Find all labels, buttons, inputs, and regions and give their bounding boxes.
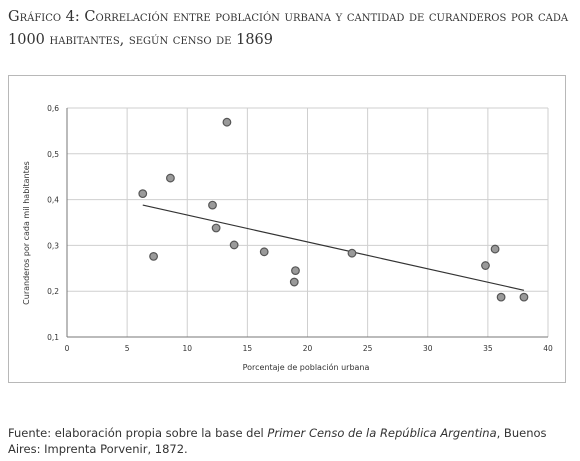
source-suffix: , Buenos Aires: Imprenta Porvenir, 1872. (8, 426, 547, 456)
trendline-group (142, 204, 525, 291)
source-note: Fuente: elaboración propia sobre la base… (8, 425, 574, 457)
data-point (259, 247, 269, 257)
data-point (291, 266, 300, 275)
data-point (481, 261, 490, 270)
data-point (347, 248, 357, 258)
y-tick-label: 0,6 (47, 104, 59, 113)
data-point (490, 244, 500, 254)
source-prefix: Fuente: elaboración propia sobre la base… (8, 426, 268, 440)
data-point (229, 240, 239, 250)
x-tick-label: 35 (483, 344, 493, 353)
tick-labels: 0 5 10 15 20 25 30 35 40 0,1 0,2 0,3 0,4 0,5 0,6 (47, 104, 553, 353)
source-work: Primer Censo de la República Argentina (267, 426, 497, 440)
x-tick-label: 25 (363, 344, 373, 353)
y-tick-label: 0,1 (47, 333, 59, 342)
y-tick-label: 0,3 (47, 241, 59, 250)
data-points (138, 117, 529, 302)
y-tick-label: 0,2 (47, 287, 59, 296)
x-tick-label: 5 (125, 344, 130, 353)
y-axis-label: Curanderos por cada mil habitantes (22, 161, 31, 305)
data-point (211, 223, 221, 233)
x-axis-label: Porcentaje de población urbana (243, 362, 370, 372)
data-point (149, 251, 158, 261)
x-tick-label: 15 (243, 344, 253, 353)
x-tick-label: 30 (423, 344, 433, 353)
data-point (496, 292, 506, 302)
x-tick-label: 10 (182, 344, 192, 353)
data-point (289, 277, 299, 287)
data-point (208, 200, 217, 210)
data-point (222, 117, 232, 127)
chart-frame (8, 75, 566, 383)
data-point (166, 173, 175, 183)
grid-lines (67, 107, 549, 337)
x-tick-label: 40 (543, 344, 553, 353)
x-tick-label: 0 (65, 344, 70, 353)
trendline (142, 204, 525, 291)
axes (66, 108, 548, 338)
data-point (138, 189, 148, 199)
chart-title: Gráfico 4: Correlación entre población u… (8, 9, 569, 48)
y-tick-label: 0,4 (47, 196, 59, 205)
data-point (519, 292, 529, 302)
x-tick-label: 20 (303, 344, 313, 353)
y-tick-label: 0,5 (47, 150, 59, 159)
